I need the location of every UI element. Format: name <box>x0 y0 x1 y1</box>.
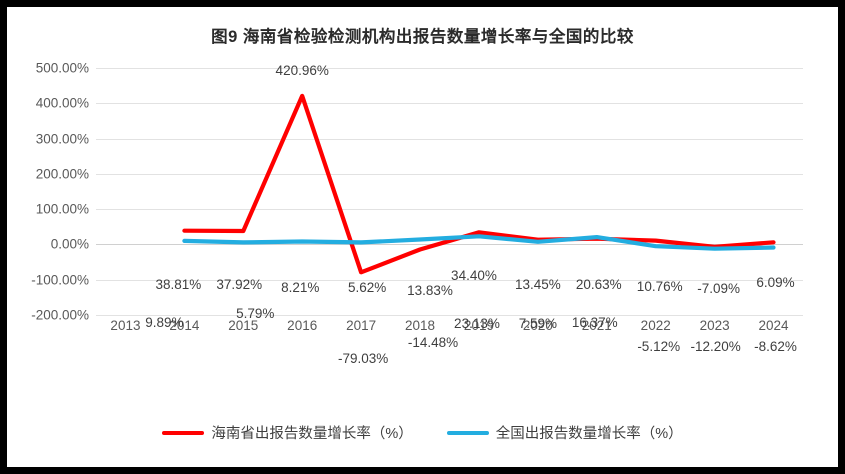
data-label-hainan: 37.92% <box>216 277 263 292</box>
data-label-hainan: 13.45% <box>514 277 561 292</box>
data-label-hainan: -7.09% <box>697 281 741 296</box>
series-line <box>182 93 776 275</box>
data-label-national: -5.12% <box>637 339 681 354</box>
gridline <box>96 279 803 281</box>
y-axis-tick-label: 0.00% <box>50 236 89 252</box>
data-label-national: 23.13% <box>454 316 500 331</box>
data-label-national: 13.83% <box>407 283 453 298</box>
data-label-hainan: 6.09% <box>756 275 795 290</box>
series-lines <box>182 93 776 275</box>
y-axis-tick-label: -100.00% <box>31 272 89 288</box>
x-axis-tick-label: 2017 <box>346 318 377 333</box>
x-axis-tick-label: 2015 <box>228 318 259 333</box>
data-label-national: 7.59% <box>518 316 558 331</box>
data-label-national: 5.79% <box>236 306 275 321</box>
x-axis-tick-label: 2021 <box>581 318 612 333</box>
data-label-hainan: 420.96% <box>275 62 329 78</box>
x-axis-tick-label: 2013 <box>110 318 141 333</box>
x-axis-tick-label: 2024 <box>758 318 789 333</box>
data-label-hainan: 10.76% <box>636 279 683 294</box>
data-label-national: 9.89% <box>145 315 184 330</box>
gridline <box>96 315 803 316</box>
legend-item-label: 海南省出报告数量增长率（%） <box>211 426 413 442</box>
y-axis-tick-label: 100.00% <box>35 201 89 217</box>
series-line <box>182 234 776 251</box>
data-label-hainan: 38.81% <box>155 277 202 292</box>
data-label-national: -8.62% <box>754 339 797 354</box>
x-axis-tick-label: 2023 <box>699 318 730 333</box>
chart-legend: 海南省出报告数量增长率（%） 全国出报告数量增长率（%） <box>7 422 838 443</box>
y-axis-tick-label: 300.00% <box>35 131 89 147</box>
y-axis-tick-label: 500.00% <box>35 60 89 76</box>
x-axis-tick-label: 2014 <box>169 318 200 333</box>
y-axis-tick-label: 200.00% <box>35 166 89 182</box>
gridline <box>96 209 803 211</box>
plot-area: -200.00% -100.00% 0.00% 100.00% 200.00% 300.0… <box>31 61 803 366</box>
data-label-hainan: -14.48% <box>407 335 459 350</box>
data-label-national: 20.63% <box>575 277 622 292</box>
data-label-hainan: -79.03% <box>337 351 389 366</box>
data-label-hainan: 34.40% <box>451 268 497 283</box>
data-label-national: 8.21% <box>281 280 320 295</box>
legend-item[interactable]: 海南省出报告数量增长率（%） <box>162 422 413 443</box>
gridline <box>96 138 803 140</box>
x-axis-tick-label: 2019 <box>463 318 494 333</box>
y-axis-tick-label: -200.00% <box>31 307 89 323</box>
gridline <box>96 103 803 105</box>
x-axis-tick-label: 2020 <box>522 318 553 333</box>
legend-line-icon <box>162 430 205 435</box>
x-axis-tick-label: 2016 <box>287 318 318 333</box>
data-label-national: 5.62% <box>347 280 387 295</box>
data-label-national: -12.20% <box>690 339 741 354</box>
gridline <box>96 173 803 175</box>
x-axis-tick-label: 2022 <box>640 318 671 333</box>
data-label-hainan: 16.37% <box>571 315 618 330</box>
chart-container: 图9 海南省检验检测机构出报告数量增长率与全国的比较 -200.00% -100.… <box>7 7 838 467</box>
chart-title: 图9 海南省检验检测机构出报告数量增长率与全国的比较 <box>211 28 634 46</box>
legend-line-icon <box>446 430 489 435</box>
gridline <box>96 244 803 246</box>
legend-item[interactable]: 全国出报告数量增长率（%） <box>446 422 683 443</box>
legend-item-label: 全国出报告数量增长率（%） <box>495 426 683 442</box>
gridline <box>96 68 803 69</box>
y-axis-tick-label: 400.00% <box>35 95 89 111</box>
x-axis-tick-label: 2018 <box>405 318 436 333</box>
